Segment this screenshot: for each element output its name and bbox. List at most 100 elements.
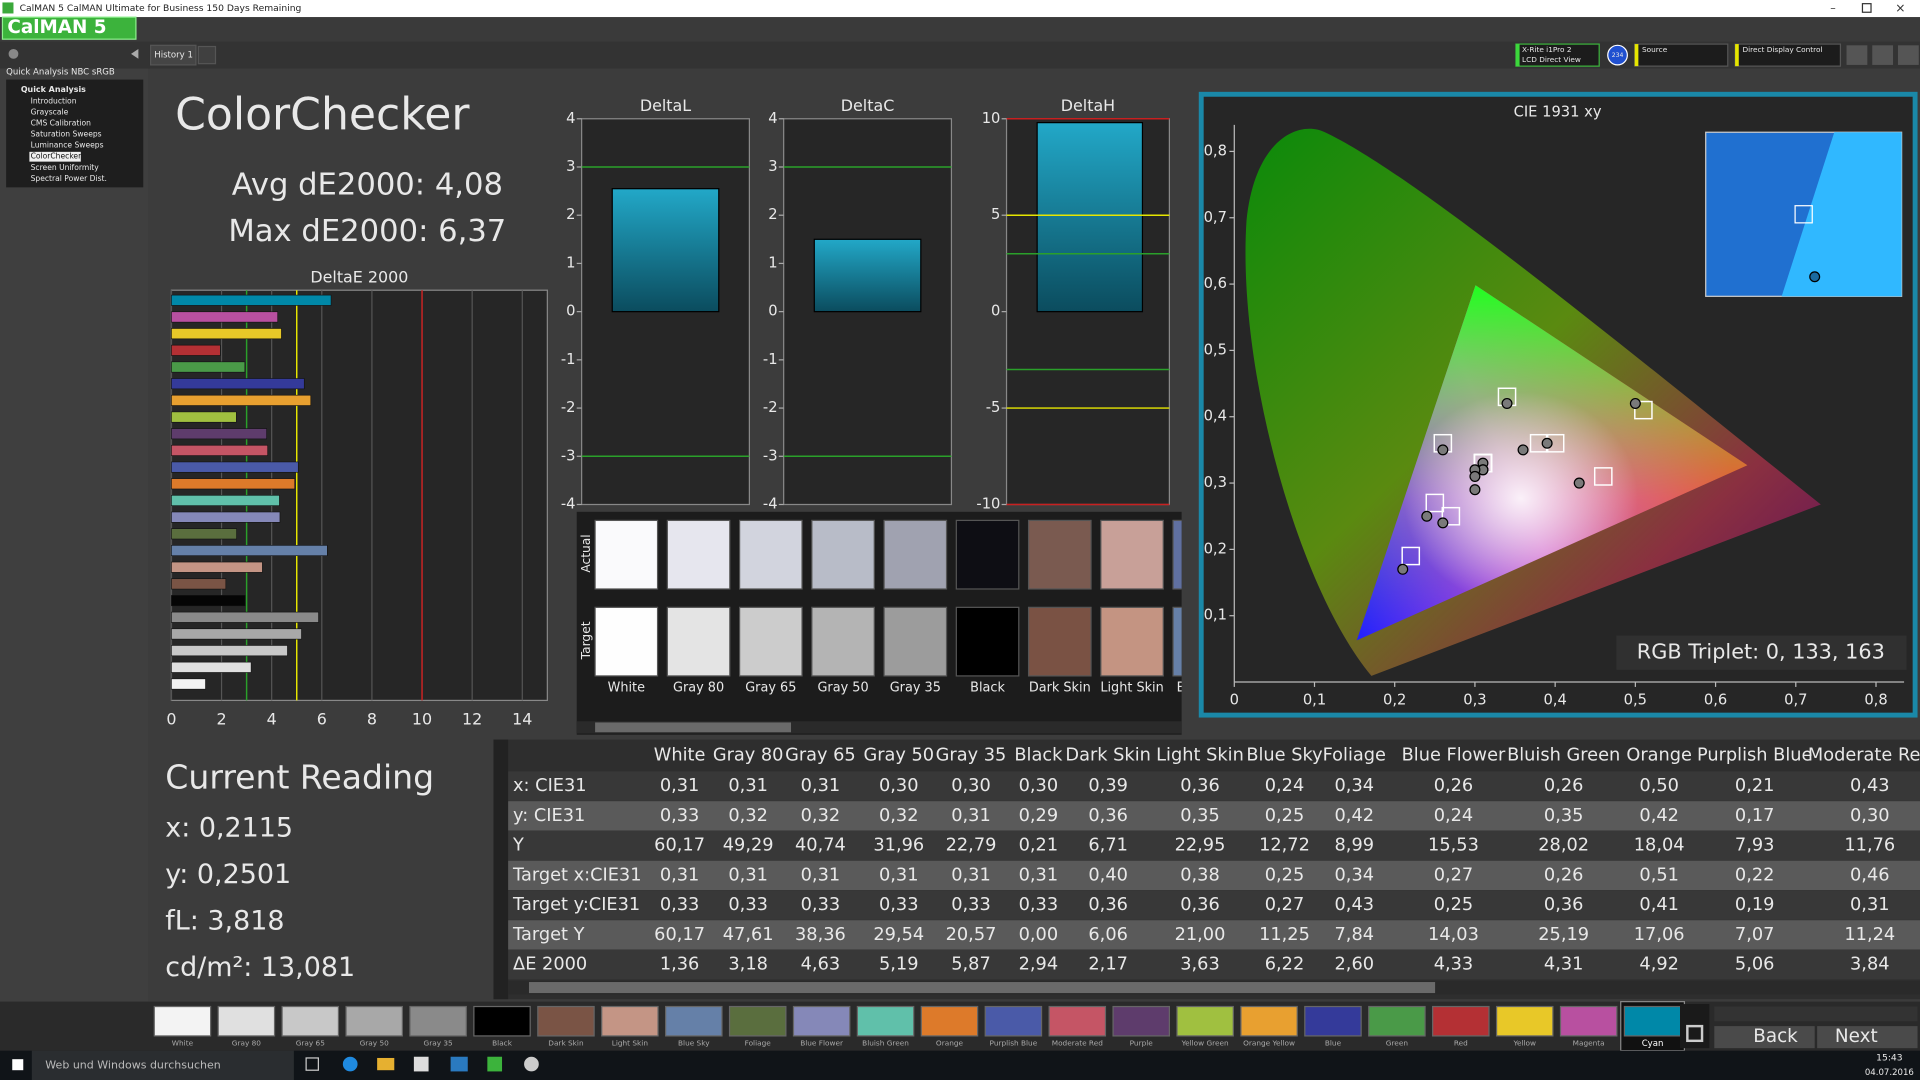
toolbar: [0, 41, 1920, 69]
target-swatch: [738, 606, 803, 677]
palette: White Gray 80 Gray 65 Gray 50 Gray 35 Black Da…: [153, 1001, 1686, 1052]
table-row: [508, 771, 1920, 801]
palette-swatch[interactable]: [1432, 1005, 1490, 1037]
palette-swatch[interactable]: [1176, 1005, 1234, 1037]
table-cell: 0,33: [728, 895, 768, 915]
rgb-readout: RGB Triplet: 0, 133, 163: [1637, 640, 1885, 664]
task-view[interactable]: [305, 1057, 319, 1071]
column-header: Moderate Red: [1808, 746, 1920, 766]
x-tick-label: 0,7: [1784, 691, 1807, 708]
table-cell: 18,04: [1634, 836, 1685, 856]
row-label: Target y:CIE31: [512, 895, 640, 915]
table-cell: 0,51: [1639, 865, 1679, 885]
actual-swatch: [594, 519, 659, 590]
y-tick-label: -3: [561, 447, 576, 464]
palette-swatch[interactable]: [1112, 1005, 1170, 1037]
workflow-item[interactable]: Screen Uniformity: [31, 163, 100, 172]
bar: [171, 578, 227, 590]
palette-swatch[interactable]: [537, 1005, 595, 1037]
bar: [171, 495, 280, 506]
palette-label: Foliage: [745, 1038, 772, 1047]
table-row: [508, 920, 1920, 950]
palette-swatch[interactable]: [1368, 1005, 1426, 1037]
minimize-button[interactable]: –: [1830, 2, 1836, 15]
workflow-item[interactable]: Luminance Sweeps: [31, 141, 104, 150]
collapse-icon[interactable]: [131, 48, 139, 59]
source-status: [1634, 44, 1639, 67]
back-button[interactable]: [1897, 45, 1919, 65]
table-row: [508, 860, 1920, 891]
palette-swatch[interactable]: [473, 1005, 531, 1037]
workflow-item[interactable]: Spectral Power Dist.: [31, 174, 107, 183]
table-cell: 0,36: [1180, 776, 1220, 796]
close-button[interactable]: ×: [1895, 1, 1905, 15]
calman-task[interactable]: [487, 1056, 503, 1072]
search-box[interactable]: [31, 1050, 294, 1080]
title-bar: [0, 0, 1920, 18]
next-nav[interactable]: [1817, 1026, 1918, 1049]
actual-swatch: [955, 519, 1020, 590]
palette-swatch[interactable]: [409, 1005, 467, 1037]
y-tick-label: 4: [566, 110, 575, 127]
start-button[interactable]: [12, 1059, 24, 1071]
palette-swatch[interactable]: [217, 1005, 276, 1037]
palette-swatch[interactable]: [601, 1005, 659, 1037]
explorer-icon[interactable]: [377, 1057, 395, 1071]
edge-icon[interactable]: [342, 1056, 358, 1072]
palette-swatch[interactable]: [1559, 1005, 1618, 1037]
table-cell: 0,43: [1335, 895, 1375, 915]
add-tab[interactable]: [197, 45, 217, 65]
palette-swatch[interactable]: [1304, 1005, 1362, 1037]
palette-swatch[interactable]: [920, 1005, 979, 1037]
palette-swatch[interactable]: [1623, 1005, 1682, 1037]
workflow-item[interactable]: ColorChecker: [31, 152, 82, 161]
table-cell: 0,34: [1335, 865, 1375, 885]
home-icon[interactable]: [8, 48, 19, 59]
column-header: Gray 65: [785, 746, 856, 766]
column-header: Bluish Green: [1507, 746, 1620, 766]
maximize-button[interactable]: [1861, 3, 1872, 13]
help-button[interactable]: [1872, 45, 1894, 65]
x-tick-label: 0: [166, 710, 176, 729]
workflow-item[interactable]: CMS Calibration: [31, 119, 91, 128]
chart-title: DeltaL: [640, 96, 691, 115]
swatch-scroll-thumb[interactable]: [595, 722, 792, 733]
actual-swatch: [1172, 519, 1182, 590]
table-cell: 21,00: [1175, 925, 1226, 945]
table-cell: 8,99: [1335, 836, 1375, 856]
palette-swatch[interactable]: [728, 1005, 787, 1037]
app-icon-1[interactable]: [450, 1056, 468, 1072]
table-scroll-thumb[interactable]: [528, 982, 1436, 994]
palette-swatch[interactable]: [1495, 1005, 1554, 1037]
store-icon[interactable]: [413, 1056, 429, 1072]
workflow-item[interactable]: Introduction: [31, 97, 77, 106]
palette-label: Gray 80: [232, 1038, 262, 1047]
x-tick-label: 0,2: [1383, 691, 1406, 708]
bar: [171, 411, 237, 423]
chart-title: DeltaE 2000: [310, 267, 408, 286]
workflow-item[interactable]: Grayscale: [31, 108, 69, 117]
column-header: Black: [1014, 746, 1063, 766]
palette-swatch[interactable]: [792, 1005, 851, 1037]
table-cell: 29,54: [873, 925, 924, 945]
app-icon-2[interactable]: [524, 1056, 539, 1072]
palette-swatch[interactable]: [665, 1005, 723, 1037]
measured-point: [1629, 397, 1641, 409]
table-cell: 0,30: [879, 776, 919, 796]
palette-swatch[interactable]: [1240, 1005, 1298, 1037]
palette-swatch[interactable]: [345, 1005, 403, 1037]
history-tab[interactable]: [150, 44, 197, 66]
palette-swatch[interactable]: [856, 1005, 915, 1037]
back-nav[interactable]: [1714, 1026, 1815, 1049]
workflow-item[interactable]: Saturation Sweeps: [31, 130, 102, 139]
palette-swatch[interactable]: [153, 1005, 212, 1037]
table-row: [508, 801, 1920, 831]
palette-swatch[interactable]: [281, 1005, 340, 1037]
settings-button[interactable]: [1846, 45, 1868, 65]
window-title: CalMAN 5 CalMAN Ultimate for Business 15…: [20, 3, 302, 14]
palette-swatch[interactable]: [1048, 1005, 1107, 1037]
badge-icon[interactable]: [1607, 44, 1628, 66]
palette-swatch[interactable]: [984, 1005, 1043, 1037]
bar: [171, 645, 288, 657]
logo-button[interactable]: [1, 16, 137, 40]
